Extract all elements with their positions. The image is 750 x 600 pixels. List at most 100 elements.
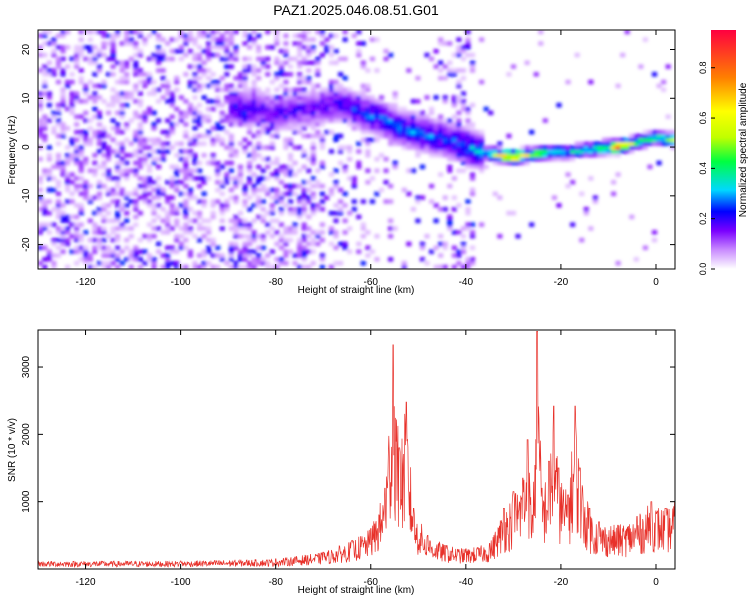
spectrogram-cell — [287, 168, 294, 173]
spectrogram-cell — [474, 164, 480, 170]
spectrogram-cell — [333, 260, 339, 266]
spectrogram-cell — [178, 191, 184, 197]
spectrogram-cell — [224, 129, 230, 135]
spectrogram-cell — [101, 153, 107, 158]
spectrogram-cell — [215, 122, 221, 127]
spectrogram-cell — [392, 114, 398, 119]
spectrogram-cell — [360, 95, 366, 100]
spectrogram-cell — [383, 133, 389, 139]
spectrogram-cell — [65, 79, 71, 85]
spectrogram-cell — [360, 99, 366, 104]
spectrogram-cell — [333, 230, 339, 235]
spectrogram-cell — [629, 149, 635, 154]
spectrogram-cell — [388, 126, 394, 131]
spectrogram-cell — [560, 149, 567, 154]
spectrogram-cell — [438, 145, 444, 150]
spectrogram-cell — [269, 145, 275, 150]
spectrogram-cell — [401, 129, 407, 135]
spectrogram-cell — [456, 52, 462, 58]
spectrogram-cell — [460, 102, 466, 108]
spectrogram-cell — [219, 210, 225, 216]
spectrogram-cell — [156, 203, 162, 208]
spectrogram-cell — [224, 199, 230, 204]
spectrogram-cell — [115, 33, 121, 39]
spectrogram-cell — [265, 118, 271, 123]
spectrogram-cell — [119, 68, 125, 73]
spectrogram-cell — [283, 230, 289, 235]
spectrogram-cell — [424, 126, 430, 131]
spectrogram-cell — [105, 210, 112, 216]
spectrogram-cell — [133, 83, 139, 89]
spectrogram-cell — [397, 114, 403, 119]
spectrogram-cell — [183, 133, 189, 139]
spectrogram-cell — [251, 230, 257, 235]
spectrogram-cell — [247, 237, 253, 243]
spectrogram-cell — [256, 141, 262, 146]
spectrogram-cell — [92, 160, 98, 166]
spectrogram-cell — [456, 110, 462, 116]
spectrogram-cell — [237, 210, 244, 216]
spectrogram-cell — [60, 95, 66, 100]
spectrogram-cell — [278, 99, 284, 104]
spectrogram-cell — [260, 122, 266, 127]
spectrogram-cell — [278, 168, 284, 173]
spectrogram-cell — [174, 87, 180, 92]
spectrogram-cell — [115, 210, 121, 216]
spectrogram-cell — [133, 41, 139, 46]
spectrogram-cell — [83, 83, 89, 89]
spectrogram-cell — [247, 141, 253, 146]
spectrogram-cell — [447, 183, 453, 189]
spectrogram-cell — [192, 234, 198, 239]
spectrogram-cell — [306, 52, 312, 58]
y-tick-label: 3000 — [21, 355, 32, 378]
spectrogram-cell — [133, 214, 139, 220]
spectrogram-cell — [60, 129, 66, 135]
spectrogram-cell — [247, 153, 253, 158]
spectrogram-cell — [128, 168, 134, 173]
spectrogram-cell — [374, 99, 380, 104]
spectrogram-cell — [269, 172, 275, 177]
spectrogram-cell — [297, 145, 303, 150]
spectrogram-cell — [183, 110, 189, 116]
spectrogram-cell — [133, 45, 139, 50]
spectrogram-cell — [74, 64, 80, 69]
spectrogram-cell — [206, 260, 212, 266]
spectrogram-cell — [374, 106, 380, 112]
spectrogram-cell — [287, 64, 294, 69]
spectrogram-cell — [38, 122, 43, 127]
spectrogram-cell — [78, 222, 84, 227]
spectrogram-cell — [115, 99, 121, 104]
spectrogram-cell — [256, 145, 262, 150]
spectrogram-cell — [283, 237, 289, 243]
spectrogram-cell — [233, 30, 239, 35]
spectrogram-cell — [151, 210, 157, 216]
spectrogram-cell — [319, 160, 325, 166]
y-tick-label: 20 — [21, 44, 32, 56]
spectrogram-cell — [78, 245, 84, 251]
spectrogram-cell — [101, 164, 107, 170]
spectrogram-cell — [383, 48, 389, 54]
spectrogram-cell — [151, 156, 157, 162]
spectrogram-cell — [74, 160, 80, 166]
spectrogram-cell — [406, 241, 412, 247]
spectrogram-cell — [192, 110, 198, 116]
spectrogram-cell — [319, 141, 325, 146]
spectrogram-cell — [356, 106, 362, 112]
spectrogram-cell — [310, 176, 316, 181]
spectrogram-cell — [515, 156, 521, 162]
spectrogram-cell — [46, 60, 52, 65]
spectrogram-cell — [42, 33, 48, 39]
spectrogram-cell — [456, 118, 462, 123]
spectrogram-cell — [133, 72, 139, 77]
spectrogram-cell — [342, 102, 348, 108]
colorbar — [711, 30, 736, 269]
x-tick-label: 0 — [653, 577, 659, 588]
spectrogram-cell — [292, 106, 298, 112]
spectrogram-cell — [256, 102, 262, 108]
spectrogram-cell — [224, 52, 230, 58]
spectrogram-cell — [156, 56, 162, 62]
spectrogram-cell — [251, 122, 257, 127]
spectrogram-cell — [438, 141, 444, 146]
spectrogram-cell — [142, 195, 148, 200]
spectrogram-cell — [310, 114, 316, 119]
